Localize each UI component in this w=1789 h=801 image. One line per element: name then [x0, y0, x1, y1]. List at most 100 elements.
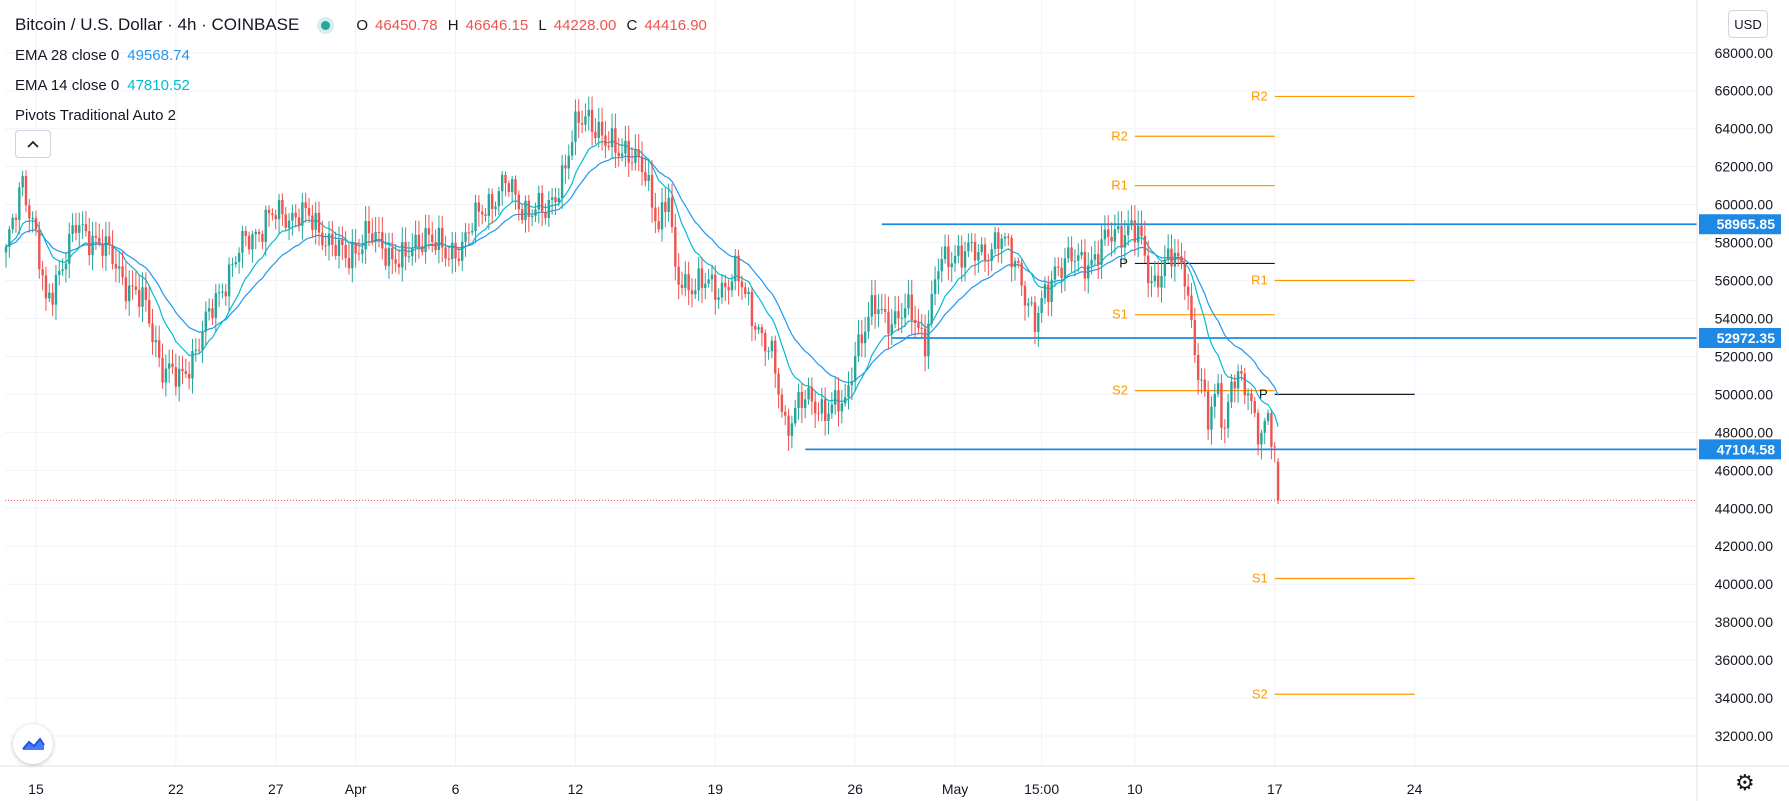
candle-body [447, 258, 451, 260]
candle [700, 257, 704, 304]
candle [664, 187, 667, 228]
candle [138, 274, 141, 318]
price-label-bg [1699, 439, 1781, 460]
candle-body [823, 399, 827, 422]
close-key: C [626, 16, 638, 34]
candle-body [74, 225, 78, 233]
candle-body [883, 308, 887, 312]
candle [128, 270, 131, 316]
candle [371, 218, 374, 246]
candle-body [1120, 226, 1123, 248]
open-value: 46450.78 [375, 16, 438, 34]
candle [674, 213, 677, 281]
candle-body [574, 111, 577, 143]
candle-body [324, 245, 327, 247]
candle [224, 283, 227, 306]
candle-body [1253, 401, 1256, 413]
candle [257, 228, 261, 243]
candle-body [477, 202, 481, 212]
candle [550, 188, 554, 215]
candle [1186, 273, 1190, 311]
candle-body [1027, 303, 1030, 306]
candle-body [724, 282, 727, 288]
candle-body [31, 218, 34, 220]
indicator-ema28[interactable]: EMA 28 close 0 49568.74 [15, 40, 713, 70]
candle-body [357, 253, 361, 255]
candle-body [657, 221, 660, 230]
pivot-label-r2: R2 [1251, 88, 1268, 103]
indicator-name: Pivots Traditional Auto 2 [15, 106, 176, 124]
candle-body [111, 244, 114, 264]
candle [983, 237, 987, 272]
candle [900, 302, 903, 334]
candle-body [277, 199, 281, 220]
candle [174, 353, 178, 396]
candle [1113, 214, 1117, 255]
candle-body [44, 275, 48, 299]
indicator-ema14[interactable]: EMA 14 close 0 47810.52 [15, 70, 713, 100]
candle [940, 246, 943, 283]
price-tick-label: 68000.00 [1715, 45, 1774, 61]
candle [1137, 210, 1140, 258]
candle-body [1107, 229, 1110, 237]
candle-body [677, 266, 680, 285]
candle-body [1080, 251, 1083, 256]
candle-body [364, 221, 367, 250]
candle-body [644, 172, 647, 182]
collapse-legend-button[interactable] [15, 130, 51, 158]
candle [1170, 234, 1173, 279]
candle [401, 227, 404, 282]
candle [104, 221, 108, 271]
gear-icon[interactable]: ⚙ [1735, 770, 1755, 795]
candle-body [604, 135, 607, 146]
candle [847, 371, 850, 410]
candle [887, 296, 890, 349]
candle [354, 228, 357, 268]
candle-body [1156, 275, 1160, 288]
candle-body [327, 233, 331, 246]
candle-body [1093, 254, 1097, 260]
candle [893, 296, 897, 329]
candle [471, 222, 474, 236]
candle [960, 235, 963, 282]
candle-body [727, 287, 730, 291]
indicator-pivots[interactable]: Pivots Traditional Auto 2 [15, 100, 713, 130]
candle-body [880, 308, 883, 310]
candle-body [770, 340, 774, 352]
candle [1013, 257, 1017, 281]
candle [1063, 247, 1067, 292]
candle [737, 249, 740, 297]
candle [1103, 215, 1107, 246]
candle [684, 261, 687, 297]
tradingview-logo-button[interactable] [13, 724, 53, 764]
candle-body [174, 367, 178, 387]
candle [78, 212, 81, 248]
candle-body [297, 217, 301, 226]
candle-body [1230, 381, 1233, 403]
candle-body [590, 109, 594, 132]
currency-button[interactable]: USD [1728, 10, 1768, 38]
candle-body [684, 274, 687, 288]
candle [311, 204, 314, 239]
candle-body [284, 214, 287, 228]
time-tick-label: 10 [1127, 781, 1143, 797]
candle [367, 206, 371, 247]
candle-body [264, 209, 267, 242]
candle-body [767, 351, 770, 353]
key-level-price-label: 58965.85 [1699, 214, 1781, 235]
candle-body [434, 242, 437, 250]
candle-body [467, 232, 471, 234]
candle-body [1226, 402, 1230, 429]
candle [594, 118, 597, 145]
candle-body [903, 308, 907, 318]
candle-body [694, 290, 697, 295]
candle-body [1100, 239, 1103, 265]
candle [411, 233, 414, 266]
candle [1110, 222, 1113, 257]
candle [507, 180, 511, 197]
candle [1166, 234, 1170, 263]
candle [564, 154, 567, 184]
candle [640, 141, 644, 186]
candle [381, 217, 384, 260]
